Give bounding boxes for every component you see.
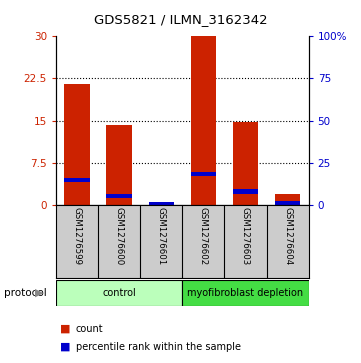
Bar	[233, 189, 258, 193]
Text: GSM1276599: GSM1276599	[73, 207, 82, 265]
Text: count: count	[76, 323, 104, 334]
Text: ■: ■	[60, 323, 70, 334]
Bar	[64, 84, 90, 205]
Text: percentile rank within the sample: percentile rank within the sample	[76, 342, 241, 352]
Text: GSM1276600: GSM1276600	[115, 207, 123, 265]
Text: GSM1276603: GSM1276603	[241, 207, 250, 265]
Bar	[64, 178, 90, 182]
Bar	[106, 193, 132, 198]
Text: GDS5821 / ILMN_3162342: GDS5821 / ILMN_3162342	[94, 13, 267, 26]
Text: myofibroblast depletion: myofibroblast depletion	[187, 287, 304, 298]
Text: protocol: protocol	[4, 287, 46, 298]
Text: ▶: ▶	[35, 287, 43, 298]
Bar	[191, 36, 216, 205]
Text: control: control	[102, 287, 136, 298]
Bar	[191, 172, 216, 176]
Text: GSM1276601: GSM1276601	[157, 207, 166, 265]
Bar	[275, 201, 300, 205]
Bar	[149, 204, 174, 205]
Text: ■: ■	[60, 342, 70, 352]
Bar	[149, 202, 174, 207]
Bar	[106, 125, 132, 205]
Bar	[275, 195, 300, 205]
Text: GSM1276604: GSM1276604	[283, 207, 292, 265]
Bar	[182, 280, 309, 306]
Text: GSM1276602: GSM1276602	[199, 207, 208, 265]
Bar	[56, 280, 182, 306]
Bar	[233, 122, 258, 205]
